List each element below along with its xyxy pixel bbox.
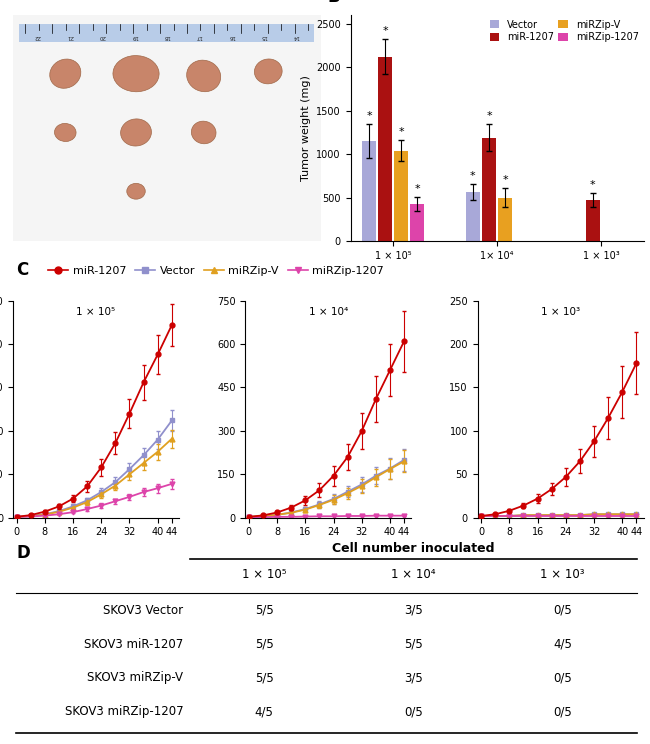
Text: 18: 18 (163, 34, 170, 39)
Text: 22: 22 (34, 34, 41, 39)
Text: SKOV3 Vector: SKOV3 Vector (103, 603, 183, 617)
Bar (362, 141, 376, 241)
Text: 5/5: 5/5 (255, 603, 274, 617)
Text: *: * (470, 171, 476, 182)
Text: 1 × 10⁴: 1 × 10⁴ (309, 307, 348, 317)
Bar (466, 192, 480, 241)
Text: 15: 15 (260, 34, 267, 39)
Text: 5/5: 5/5 (404, 638, 422, 650)
Ellipse shape (113, 56, 159, 92)
Text: 3/5: 3/5 (404, 603, 422, 617)
Bar (410, 204, 424, 241)
Bar (19, 24, 315, 42)
Text: 1 × 10³: 1 × 10³ (541, 307, 580, 317)
Y-axis label: Tumor weight (mg): Tumor weight (mg) (300, 75, 311, 181)
Text: 1 × 10⁵: 1 × 10⁵ (242, 568, 287, 581)
Text: 20: 20 (99, 34, 106, 39)
Ellipse shape (55, 124, 76, 141)
Text: *: * (382, 26, 388, 36)
Text: 1 × 10³: 1 × 10³ (540, 568, 585, 581)
Bar (394, 150, 408, 241)
Text: C: C (16, 261, 29, 279)
Ellipse shape (187, 60, 221, 92)
Legend: Vector, miR-1207, miRZip-V, miRZip-1207: Vector, miR-1207, miRZip-V, miRZip-1207 (489, 20, 639, 42)
Text: B: B (327, 0, 340, 6)
Text: 0/5: 0/5 (553, 705, 572, 718)
Bar (482, 138, 496, 241)
Text: 0/5: 0/5 (404, 705, 422, 718)
Text: 19: 19 (131, 34, 138, 39)
Text: *: * (590, 180, 596, 190)
Ellipse shape (127, 183, 145, 199)
Text: 21: 21 (66, 34, 73, 39)
Bar (586, 200, 600, 241)
Text: *: * (398, 127, 404, 137)
Text: *: * (415, 184, 420, 193)
Text: 5/5: 5/5 (255, 638, 274, 650)
Ellipse shape (254, 59, 282, 84)
Text: *: * (486, 111, 492, 121)
Text: *: * (502, 175, 508, 185)
Text: 5/5: 5/5 (255, 671, 274, 684)
Ellipse shape (191, 121, 216, 144)
Text: 0/5: 0/5 (553, 603, 572, 617)
Text: D: D (16, 544, 30, 562)
Legend: miR-1207, Vector, miRZip-V, miRZip-1207: miR-1207, Vector, miRZip-V, miRZip-1207 (44, 261, 388, 280)
Text: 4/5: 4/5 (255, 705, 274, 718)
Text: 0/5: 0/5 (553, 671, 572, 684)
Text: 17: 17 (196, 34, 203, 39)
Text: 1 × 10⁵: 1 × 10⁵ (77, 307, 116, 317)
Text: Cell number inoculated: Cell number inoculated (332, 542, 495, 556)
Text: SKOV3 miRZip-1207: SKOV3 miRZip-1207 (64, 705, 183, 718)
Ellipse shape (50, 59, 81, 89)
Text: 14: 14 (292, 34, 300, 39)
Text: *: * (366, 111, 372, 121)
Text: SKOV3 miR-1207: SKOV3 miR-1207 (84, 638, 183, 650)
Bar (378, 57, 392, 241)
Text: 3/5: 3/5 (404, 671, 422, 684)
Text: 16: 16 (228, 34, 235, 39)
Text: SKOV3 miRZip-V: SKOV3 miRZip-V (87, 671, 183, 684)
Text: 4/5: 4/5 (553, 638, 572, 650)
Ellipse shape (121, 119, 151, 146)
Text: 1 × 10⁴: 1 × 10⁴ (391, 568, 436, 581)
Bar (498, 197, 512, 241)
